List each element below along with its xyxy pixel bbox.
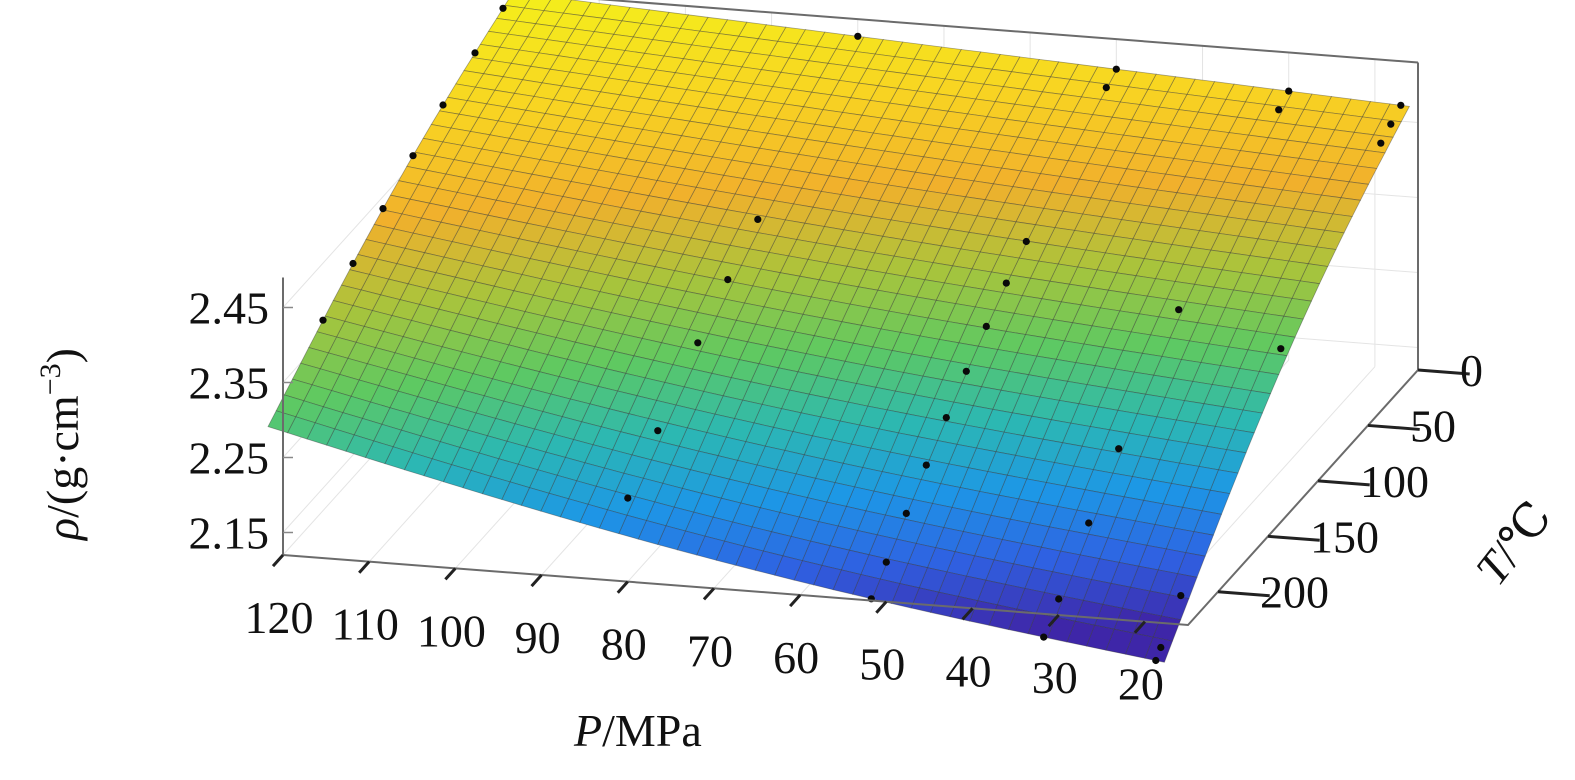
- x-tick-label: 50: [859, 639, 905, 690]
- y-tick-label: 150: [1310, 511, 1379, 562]
- z-tick-label: 2.45: [189, 283, 270, 334]
- z-tick-label: 2.15: [189, 508, 270, 559]
- x-tick-labels: 120 110 100 90 80 70 60 50 40 30 20: [245, 592, 1164, 710]
- data-point: [379, 205, 387, 213]
- z-axis-unit-sup: −3: [34, 363, 67, 395]
- x-axis-title: P/MPa: [573, 705, 702, 756]
- x-tick: [271, 553, 285, 568]
- y-axis-title: T/℃: [1466, 492, 1562, 594]
- data-point: [1377, 139, 1385, 147]
- x-tick: [702, 587, 716, 601]
- data-point: [962, 367, 970, 375]
- data-point: [882, 558, 890, 566]
- data-point: [1175, 306, 1183, 314]
- data-point: [1022, 237, 1030, 246]
- x-axis-unit: /MPa: [602, 705, 702, 756]
- x-tick: [616, 580, 629, 594]
- data-point: [1397, 101, 1405, 109]
- data-point: [1115, 445, 1123, 453]
- z-axis-symbol: ρ: [37, 518, 88, 542]
- x-tick-label: 20: [1118, 659, 1164, 710]
- data-point: [1040, 633, 1048, 641]
- data-point: [942, 414, 950, 422]
- data-point: [1157, 643, 1165, 652]
- data-point: [439, 101, 447, 109]
- z-axis-title: ρ/(g·cm−3): [34, 348, 88, 542]
- x-tick: [358, 560, 371, 574]
- x-tick-label: 90: [515, 612, 561, 663]
- z-tick-label: 2.25: [189, 433, 270, 484]
- y-tick-label: 50: [1410, 400, 1456, 451]
- x-tick: [444, 567, 457, 581]
- bounding-box: [282, 0, 1419, 627]
- data-point: [1055, 595, 1063, 603]
- x-tick-label: 120: [245, 592, 314, 643]
- tick-marks: [271, 306, 1470, 634]
- data-point: [1102, 84, 1110, 92]
- data-point: [1277, 345, 1285, 353]
- x-tick: [789, 593, 802, 608]
- z-axis-unit-post: ): [37, 348, 88, 363]
- x-tick: [1133, 620, 1147, 634]
- x-tick: [961, 607, 974, 621]
- y-tick: [1417, 368, 1470, 376]
- data-point: [1177, 592, 1185, 600]
- y-tick-label: 200: [1260, 567, 1329, 618]
- x-axis-symbol: P: [573, 705, 602, 756]
- y-tick: [1367, 423, 1420, 431]
- data-point: [1002, 279, 1010, 287]
- y-tick: [1267, 534, 1320, 542]
- z-axis-unit-pre: /(g·cm: [37, 395, 88, 518]
- data-point: [349, 259, 357, 268]
- data-point: [1285, 87, 1293, 95]
- data-point: [922, 461, 930, 469]
- data-point: [471, 49, 479, 57]
- data-point: [654, 427, 662, 435]
- data-point: [902, 509, 910, 517]
- y-tick: [1317, 479, 1370, 487]
- data-point: [409, 152, 417, 160]
- data-point: [1085, 519, 1093, 527]
- surface-mesh: [267, 0, 1411, 663]
- x-tick-label: 100: [417, 605, 486, 656]
- x-tick-label: 40: [946, 645, 992, 696]
- box-floor-front: [282, 369, 1419, 627]
- data-point: [754, 215, 762, 223]
- data-point: [624, 494, 632, 502]
- data-point: [1275, 106, 1283, 114]
- y-tick-label: 100: [1360, 456, 1429, 507]
- x-tick-label: 60: [773, 632, 819, 683]
- data-point: [854, 32, 862, 40]
- z-tick-label: 2.35: [189, 358, 270, 409]
- data-point: [1152, 656, 1160, 665]
- x-tick-label: 110: [332, 599, 399, 650]
- data-point: [982, 322, 990, 330]
- x-tick: [530, 573, 543, 588]
- data-point: [1387, 120, 1395, 128]
- z-tick-labels: 2.45 2.35 2.25 2.15: [189, 283, 270, 559]
- y-tick-label: 0: [1460, 345, 1483, 396]
- data-point: [1112, 65, 1120, 73]
- y-tick: [1217, 590, 1270, 598]
- x-tick: [1047, 613, 1060, 628]
- data-point: [499, 4, 507, 12]
- data-point: [694, 339, 702, 347]
- x-tick-label: 30: [1032, 652, 1078, 703]
- box-top-back: [596, 0, 1419, 64]
- x-tick-label: 70: [687, 625, 733, 676]
- data-points: [319, 4, 1405, 665]
- x-tick: [875, 600, 888, 614]
- x-tick-label: 80: [601, 619, 647, 670]
- data-point: [724, 276, 732, 284]
- data-point: [319, 316, 327, 324]
